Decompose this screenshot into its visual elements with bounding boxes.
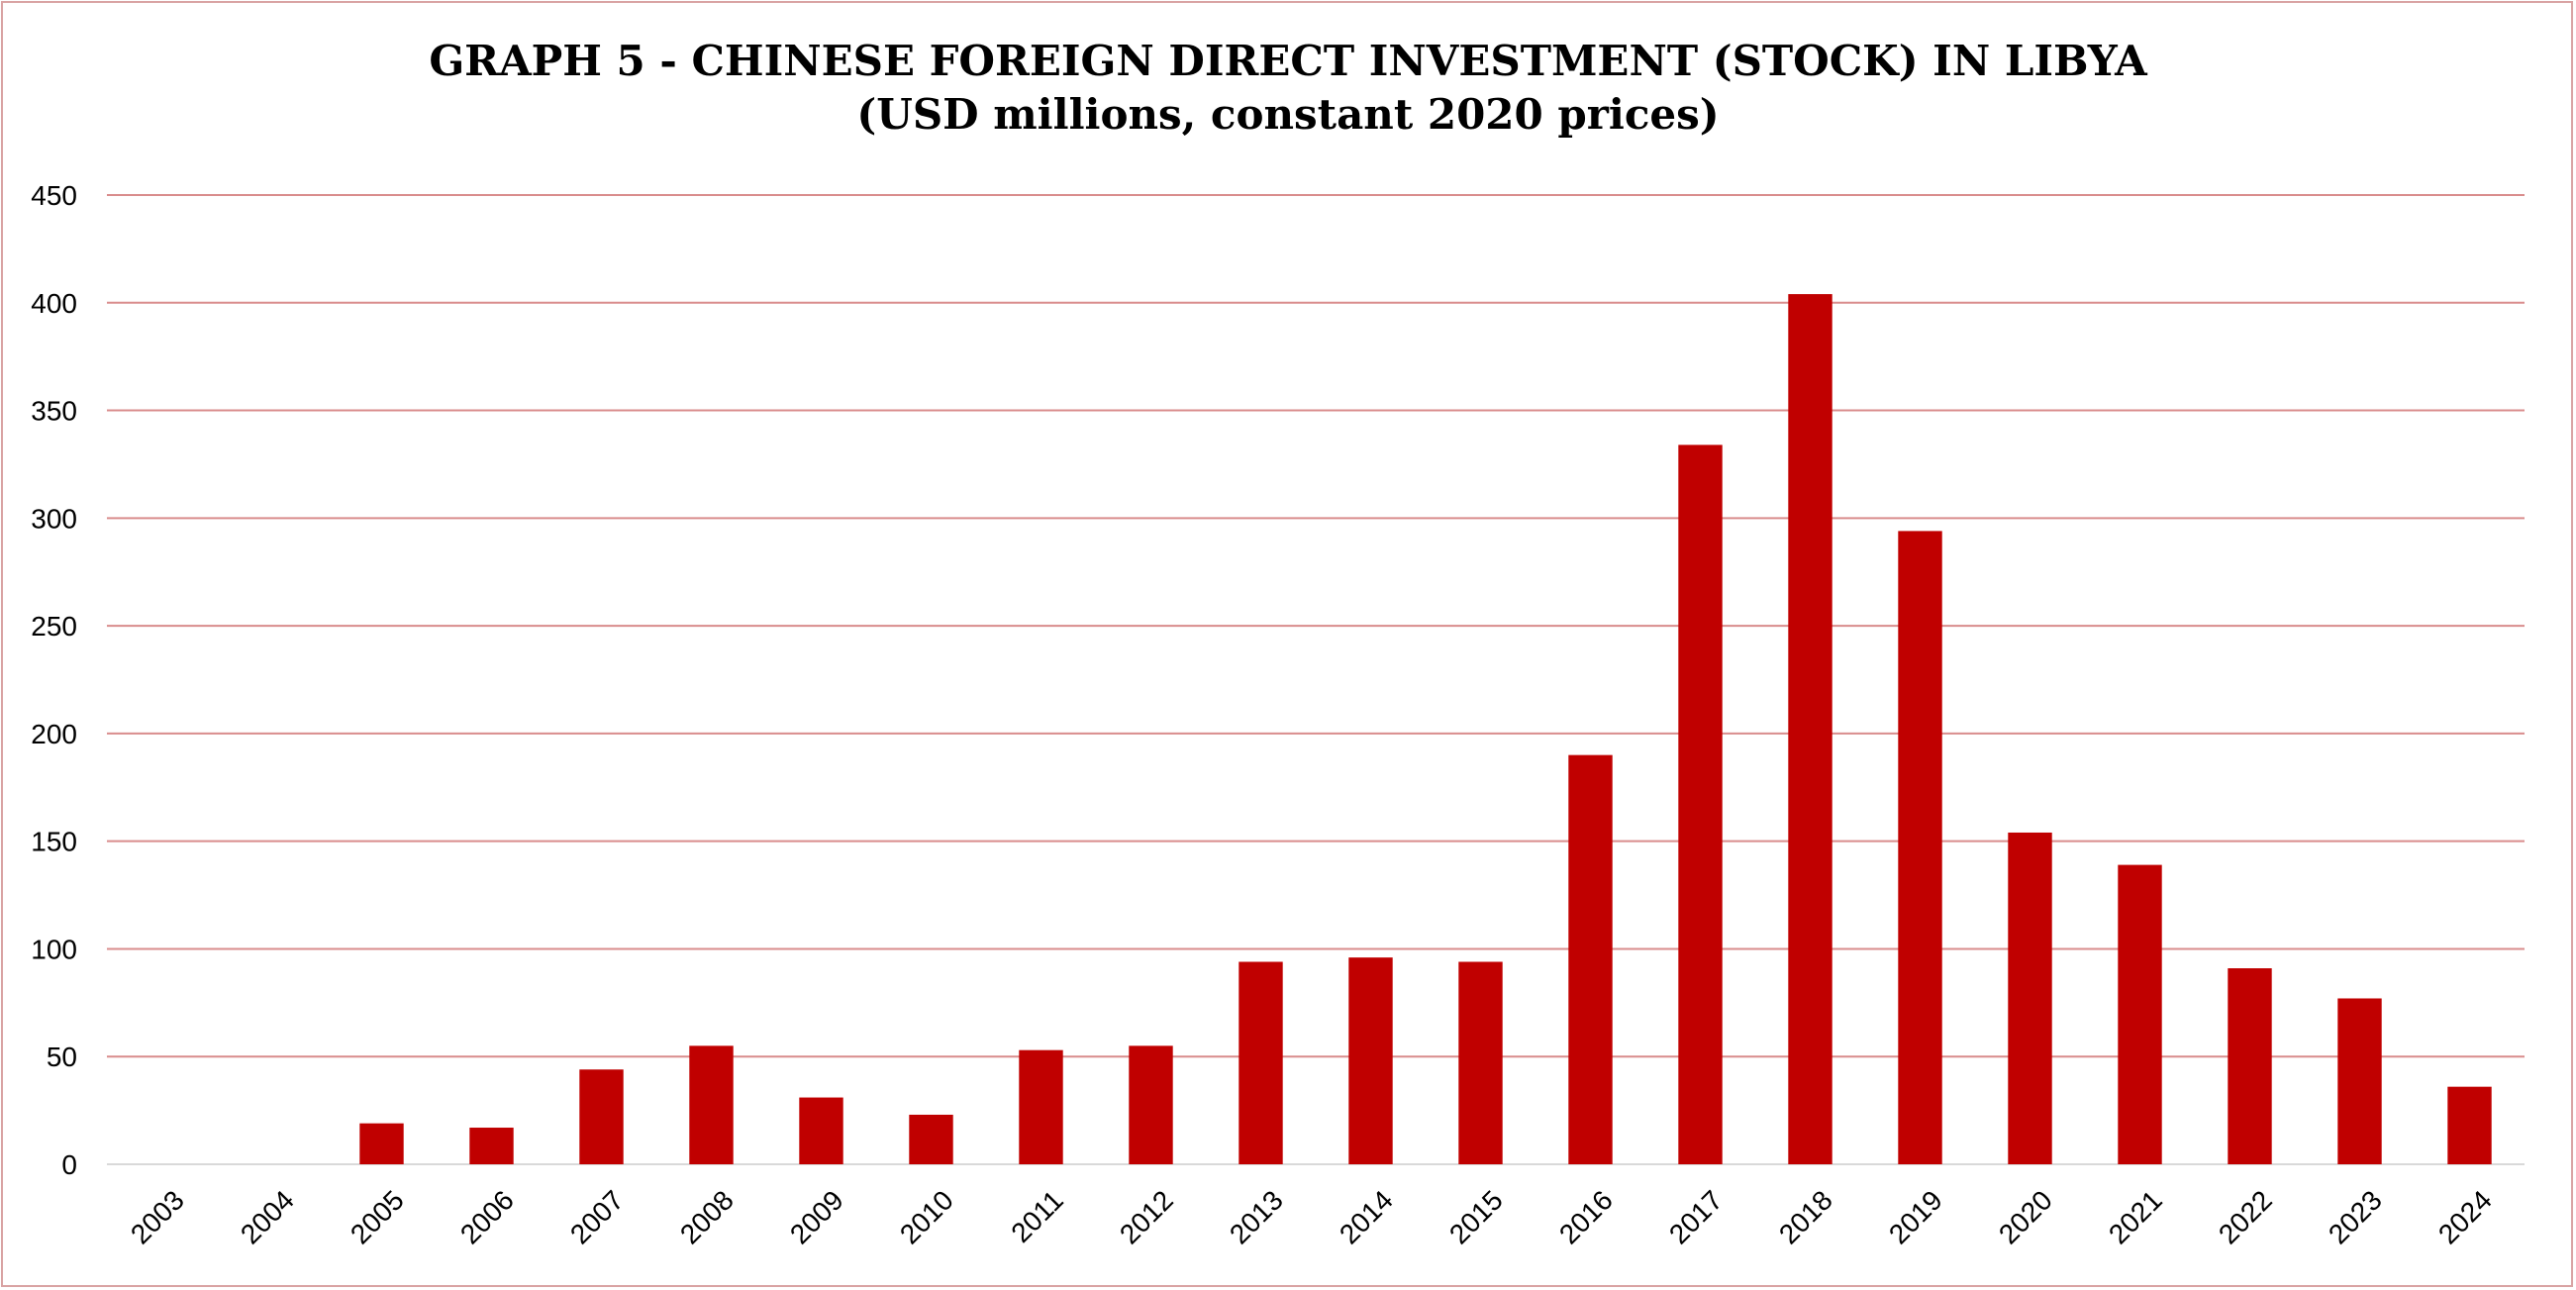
x-tick-label: 2016 [1553,1184,1619,1249]
y-tick-label: 0 [61,1149,77,1180]
bar-2005 [359,1123,404,1164]
x-tick-label: 2009 [784,1184,849,1249]
y-tick-label: 250 [31,611,77,642]
x-tick-label: 2008 [674,1184,740,1249]
x-tick-label: 2011 [1005,1184,1069,1248]
x-tick-label: 2020 [1993,1184,2058,1249]
bar-2009 [799,1097,843,1164]
bars [359,294,2492,1164]
x-tick-label: 2023 [2323,1184,2388,1249]
x-tick-label: 2005 [345,1184,410,1249]
x-tick-label: 2006 [454,1184,520,1249]
x-tick-label: 2013 [1224,1184,1289,1249]
bar-2012 [1129,1045,1173,1164]
x-tick-label: 2021 [2103,1184,2168,1249]
x-tick-label: 2003 [125,1184,190,1249]
bar-2016 [1568,754,1613,1164]
y-tick-label: 300 [31,503,77,534]
x-tick-label: 2022 [2213,1184,2278,1249]
bar-2006 [469,1128,514,1164]
bar-2024 [2447,1086,2492,1164]
x-tick-label: 2015 [1443,1184,1509,1249]
bar-2011 [1019,1049,1063,1164]
x-tick-label: 2014 [1334,1184,1399,1249]
y-tick-label: 400 [31,288,77,319]
chart-subtitle: (USD millions, constant 2020 prices) [856,90,1720,139]
bar-2023 [2337,998,2382,1164]
bar-2017 [1678,445,1723,1164]
bar-2021 [2118,864,2162,1164]
x-tick-label: 2010 [894,1184,959,1249]
bar-2014 [1348,957,1393,1164]
chart-title: GRAPH 5 - CHINESE FOREIGN DIRECT INVESTM… [429,37,2147,85]
y-tick-label: 150 [31,827,77,857]
y-tick-label: 450 [31,180,77,211]
bar-2015 [1458,961,1503,1164]
x-axis-ticks: 2003 2004 2005 2006 2007 2008 2009 2010 2011 2012… [125,1184,2498,1249]
y-tick-label: 200 [31,719,77,749]
bar-2013 [1238,961,1283,1164]
bar-2019 [1898,531,1942,1164]
bar-2007 [579,1069,624,1164]
x-tick-label: 2018 [1773,1184,1838,1249]
x-tick-label: 2024 [2432,1184,2498,1249]
x-tick-label: 2004 [235,1184,300,1249]
bar-2020 [2008,832,2052,1164]
y-tick-label: 50 [47,1042,77,1072]
x-tick-label: 2019 [1883,1184,1948,1249]
bar-2010 [909,1114,953,1164]
y-tick-label: 350 [31,396,77,427]
x-tick-label: 2007 [564,1184,630,1249]
y-axis-ticks: 0 50 100 150 200 250 300 350 400 450 [31,180,77,1180]
x-tick-label: 2012 [1114,1184,1179,1249]
bar-2008 [689,1045,734,1164]
x-tick-label: 2017 [1663,1184,1729,1249]
bar-2018 [1788,294,1833,1164]
y-tick-label: 100 [31,934,77,964]
bar-2022 [2228,968,2272,1164]
